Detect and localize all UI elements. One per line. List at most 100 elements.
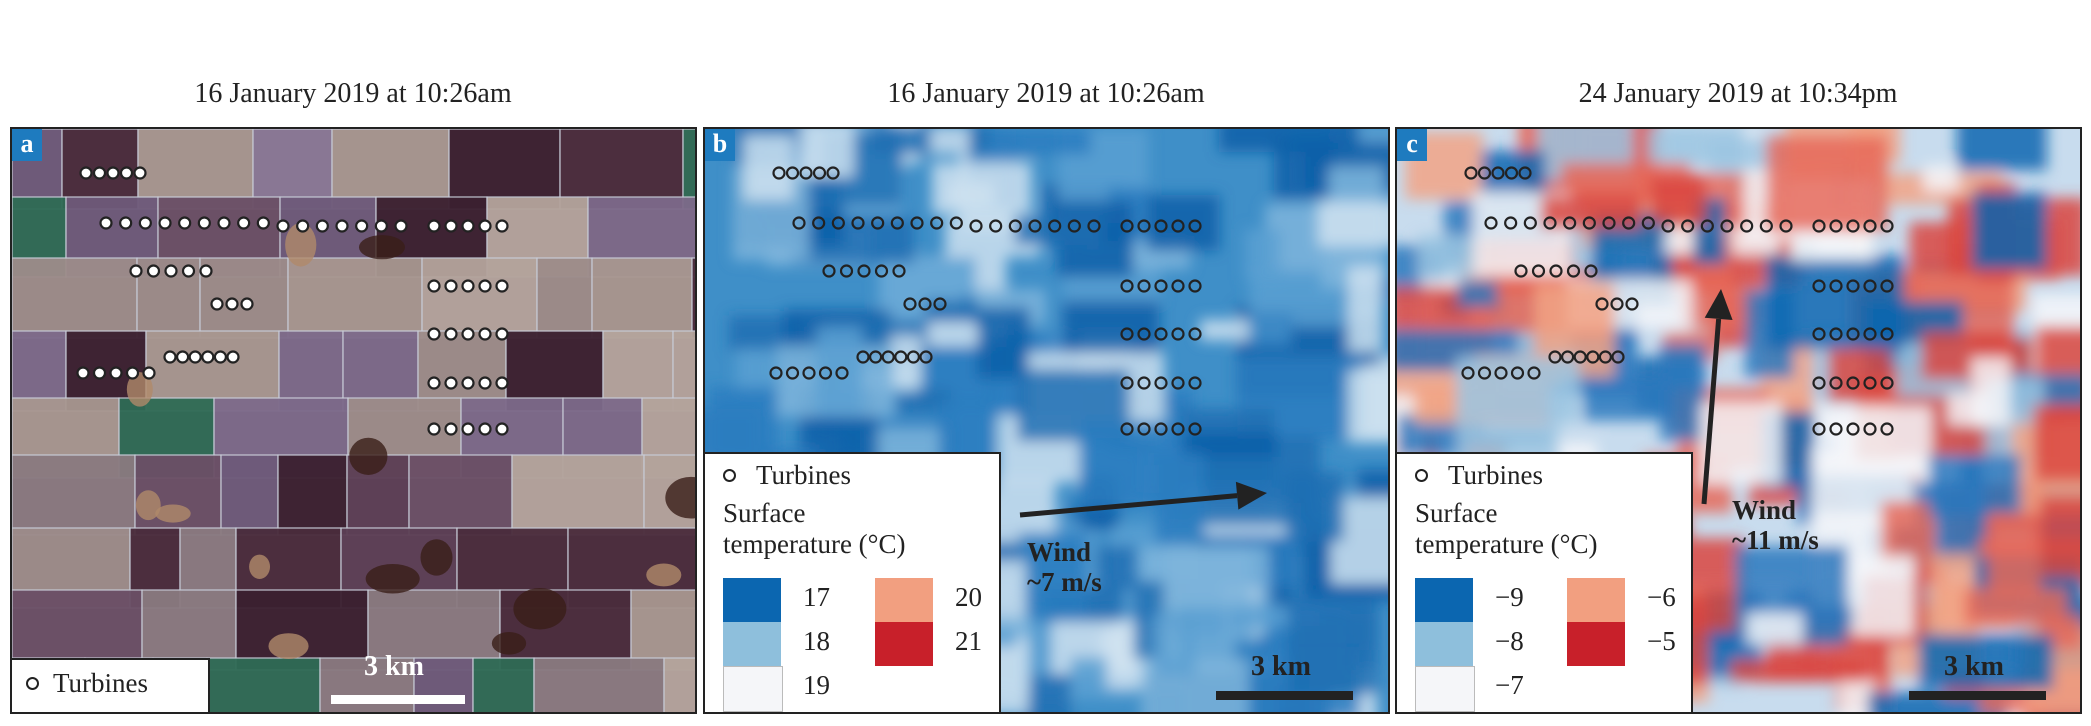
turbine-marker (799, 166, 813, 180)
legend-swatch (1415, 578, 1473, 622)
legend-turbines-label: Turbines (756, 460, 852, 490)
turbine-marker (1880, 279, 1894, 293)
turbine-marker (1154, 327, 1168, 341)
turbine-marker (1863, 219, 1877, 233)
turbine-marker (1846, 376, 1860, 390)
turbine-marker (79, 166, 93, 180)
legend: Turbines Surface temperature (°C) 17 18 19 2… (705, 452, 1001, 712)
turbine-marker (163, 350, 177, 364)
panel-b-title: 16 January 2019 at 10:26am (887, 78, 1205, 109)
turbine-marker (1880, 422, 1894, 436)
turbine-marker (1846, 219, 1860, 233)
turbine-marker (1491, 166, 1505, 180)
turbine-marker (427, 219, 441, 233)
legend-swatch (875, 622, 933, 666)
turbine-marker (1812, 327, 1826, 341)
turbine-marker (444, 327, 458, 341)
turbine-marker (106, 166, 120, 180)
legend-swatch-label: −8 (1495, 626, 1524, 656)
turbine-marker (1812, 279, 1826, 293)
turbine-marker (1548, 350, 1562, 364)
turbine-marker (133, 166, 147, 180)
turbine-marker (1598, 350, 1612, 364)
turbine-marker (933, 297, 947, 311)
turbine-marker (906, 350, 920, 364)
turbine-marker (444, 376, 458, 390)
turbine-marker (1461, 366, 1475, 380)
turbine-marker (188, 350, 202, 364)
turbine-marker (1566, 264, 1581, 278)
turbine-marker (1720, 219, 1734, 233)
turbine-marker (874, 264, 889, 278)
turbine-marker (1779, 219, 1793, 233)
turbine-marker (461, 376, 475, 390)
turbine-marker (1846, 327, 1860, 341)
turbine-marker (1188, 422, 1202, 436)
turbine-marker (1510, 366, 1525, 380)
legend-swatch-label: −7 (1495, 670, 1524, 700)
turbine-marker (226, 350, 240, 364)
legend-heading: Surface (1415, 498, 1498, 528)
turbine-markers (1461, 166, 1894, 505)
turbine-marker (119, 166, 134, 180)
turbine-marker (427, 279, 441, 293)
turbine-marker (1494, 366, 1508, 380)
legend-heading: temperature (°C) (723, 529, 906, 559)
wind-arrow (1019, 481, 1267, 518)
legend-swatch (1415, 666, 1475, 712)
turbine-marker (1846, 422, 1860, 436)
wind-speed: ~11 m/s (1732, 525, 1819, 555)
turbine-marker (355, 219, 369, 233)
scale-label: 3 km (1944, 651, 2004, 682)
scale-bar (331, 695, 465, 704)
legend: Turbines Surface temperature (°C) −9 −8 −7 −… (1397, 452, 1693, 712)
turbine-marker (802, 366, 816, 380)
turbine-marker (1171, 279, 1185, 293)
wind-label: Wind (1027, 537, 1092, 567)
turbine-marker (772, 166, 786, 180)
turbine-marker (869, 350, 883, 364)
turbine-marker (461, 327, 475, 341)
turbine-marker (818, 366, 833, 380)
turbine-marker (240, 297, 254, 311)
turbine-marker (394, 219, 408, 233)
turbine-marker (217, 216, 231, 230)
turbine-marker (1484, 216, 1498, 230)
turbine-marker (1829, 279, 1843, 293)
turbine-icon (26, 677, 39, 690)
turbine-marker (1586, 350, 1600, 364)
turbine-marker (812, 166, 827, 180)
panel-a-satellite-map: a 3 km Turbines (10, 127, 697, 714)
turbine-marker (1477, 366, 1492, 380)
turbine-marker (851, 216, 865, 230)
turbine-marker (989, 219, 1003, 233)
turbine-marker (1829, 376, 1843, 390)
scale-label: 3 km (1251, 651, 1311, 682)
legend-swatch-label: 18 (803, 626, 830, 656)
turbine-marker (1154, 422, 1168, 436)
turbine-marker (1188, 376, 1202, 390)
turbine-marker (138, 216, 152, 230)
wind-arrow (1701, 289, 1733, 505)
turbine-marker (92, 166, 107, 180)
turbine-marker (129, 264, 143, 278)
legend-swatch (723, 666, 783, 712)
turbine-marker (1171, 327, 1185, 341)
legend-swatch-label: 21 (955, 626, 982, 656)
turbine-marker (1880, 327, 1894, 341)
wind-annotation: Wind ~11 m/s (1732, 495, 1819, 555)
turbine-marker (158, 216, 172, 230)
turbine-marker (919, 350, 933, 364)
turbine-marker (461, 422, 475, 436)
turbine-marker (256, 216, 270, 230)
turbine-marker (427, 327, 441, 341)
turbine-marker (92, 366, 107, 380)
legend-swatch-label: 17 (803, 582, 830, 612)
turbine-marker (478, 327, 492, 341)
turbine-marker (871, 216, 885, 230)
turbine-marker (1595, 297, 1609, 311)
turbine-marker (1543, 216, 1557, 230)
legend-heading: Surface (723, 498, 806, 528)
legend-swatch (1567, 622, 1625, 666)
turbine-marker (1188, 219, 1202, 233)
